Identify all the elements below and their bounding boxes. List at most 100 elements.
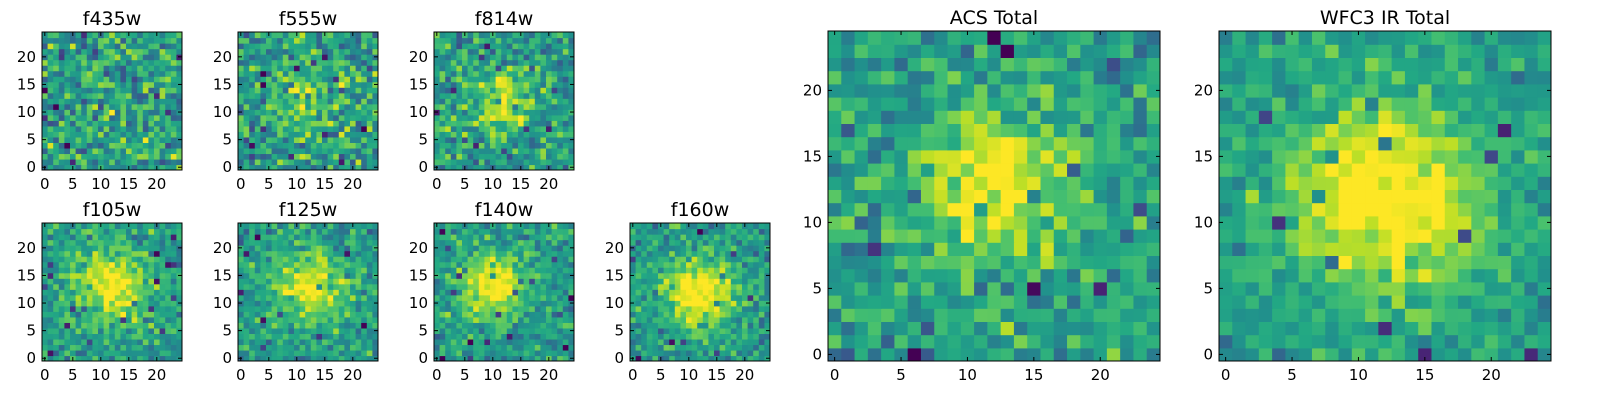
heatmap-cell	[495, 37, 502, 44]
heatmap-cell	[154, 278, 161, 285]
heatmap-cell	[529, 311, 536, 318]
heatmap-cell	[277, 322, 284, 329]
heatmap-cell	[557, 223, 564, 230]
heatmap-cell	[557, 305, 564, 312]
heatmap-cell	[881, 334, 895, 349]
heatmap-cell	[42, 228, 49, 235]
heatmap-cell	[680, 283, 687, 290]
heatmap-cell	[568, 228, 574, 235]
heatmap-cell	[702, 311, 709, 318]
heatmap-cell	[70, 142, 77, 149]
heatmap-cell	[98, 54, 105, 61]
heatmap-cell	[148, 158, 155, 166]
heatmap-cell	[495, 48, 502, 55]
heatmap-cell	[47, 283, 54, 290]
heatmap-cell	[327, 48, 334, 55]
heatmap-cell	[646, 250, 653, 257]
heatmap-cell	[137, 153, 144, 160]
heatmap-cell	[333, 300, 340, 307]
heatmap-cell	[42, 283, 49, 290]
heatmap-cell	[518, 98, 525, 105]
heatmap-cell	[92, 164, 99, 170]
heatmap-cell	[170, 289, 177, 296]
heatmap-cell	[338, 283, 345, 290]
heatmap-cell	[1013, 295, 1028, 309]
heatmap-cell	[254, 48, 261, 55]
heatmap-cell	[1133, 255, 1148, 270]
heatmap-cell	[344, 54, 351, 61]
heatmap-cell	[305, 355, 312, 361]
heatmap-cell	[277, 349, 284, 357]
heatmap-cell	[439, 223, 446, 230]
heatmap-cell	[266, 87, 273, 94]
heatmap-cell	[439, 311, 446, 318]
heatmap-cell	[1133, 281, 1148, 296]
heatmap-cell	[42, 92, 49, 99]
heatmap-cell	[70, 103, 77, 110]
heatmap-cell	[490, 234, 497, 241]
heatmap-cell	[562, 239, 569, 246]
heatmap-cell	[529, 103, 536, 110]
heatmap-cell	[70, 114, 77, 121]
heatmap-cell	[742, 250, 749, 257]
heatmap-cell	[462, 234, 469, 241]
heatmap-cell	[70, 131, 77, 138]
heatmap-cell	[249, 120, 256, 127]
heatmap-cell	[271, 48, 278, 55]
heatmap-cell	[338, 267, 345, 274]
heatmap-cell	[75, 59, 82, 66]
heatmap-cell	[758, 300, 765, 307]
heatmap-cell	[109, 48, 116, 55]
heatmap-cell	[142, 223, 149, 230]
heatmap-cell	[506, 120, 513, 127]
heatmap-cell	[243, 250, 250, 257]
heatmap-cell	[131, 349, 138, 357]
x-tick-label: 5	[264, 175, 274, 193]
heatmap-cell	[64, 234, 71, 241]
heatmap-cell	[142, 70, 149, 77]
heatmap-cell	[294, 54, 301, 61]
heatmap-cell	[960, 295, 975, 309]
heatmap-cell	[987, 202, 1002, 217]
heatmap-cell	[338, 32, 345, 39]
heatmap-cell	[249, 136, 256, 143]
heatmap-cell	[294, 153, 301, 160]
heatmap-cell	[120, 311, 127, 318]
heatmap-cell	[260, 289, 267, 296]
heatmap-cell	[372, 103, 378, 110]
heatmap-cell	[1106, 229, 1121, 243]
heatmap-cell	[663, 245, 670, 252]
heatmap-cell	[98, 147, 105, 155]
heatmap-cell	[445, 344, 452, 351]
heatmap-cell	[445, 87, 452, 94]
heatmap-cell	[557, 316, 564, 323]
heatmap-cell	[501, 294, 508, 301]
heatmap-cell	[260, 261, 267, 268]
heatmap-cell	[58, 136, 65, 143]
heatmap-cell	[758, 349, 765, 357]
heatmap-cell	[434, 131, 441, 138]
heatmap-cell	[266, 305, 273, 312]
heatmap-cell	[1013, 202, 1028, 217]
heatmap-cell	[635, 256, 642, 263]
heatmap-cell	[557, 59, 564, 66]
heatmap-cell	[484, 228, 491, 235]
heatmap-cell	[372, 305, 378, 312]
heatmap-cell	[557, 54, 564, 61]
heatmap-cell	[165, 59, 172, 66]
heatmap-cell	[1040, 334, 1055, 349]
heatmap-cell	[103, 65, 110, 72]
heatmap-cell	[338, 87, 345, 94]
heatmap-cell	[103, 142, 110, 149]
x-tick-label: 15	[315, 175, 334, 193]
heatmap-cell	[294, 136, 301, 143]
heatmap-cell	[512, 114, 519, 121]
heatmap-cell	[568, 142, 574, 149]
heatmap-cell	[764, 261, 770, 268]
heatmap-cell	[568, 349, 574, 357]
heatmap-cell	[478, 131, 485, 138]
heatmap-cell	[920, 163, 935, 177]
heatmap-cell	[288, 300, 295, 307]
heatmap-cell	[327, 142, 334, 149]
heatmap-cell	[355, 267, 362, 274]
